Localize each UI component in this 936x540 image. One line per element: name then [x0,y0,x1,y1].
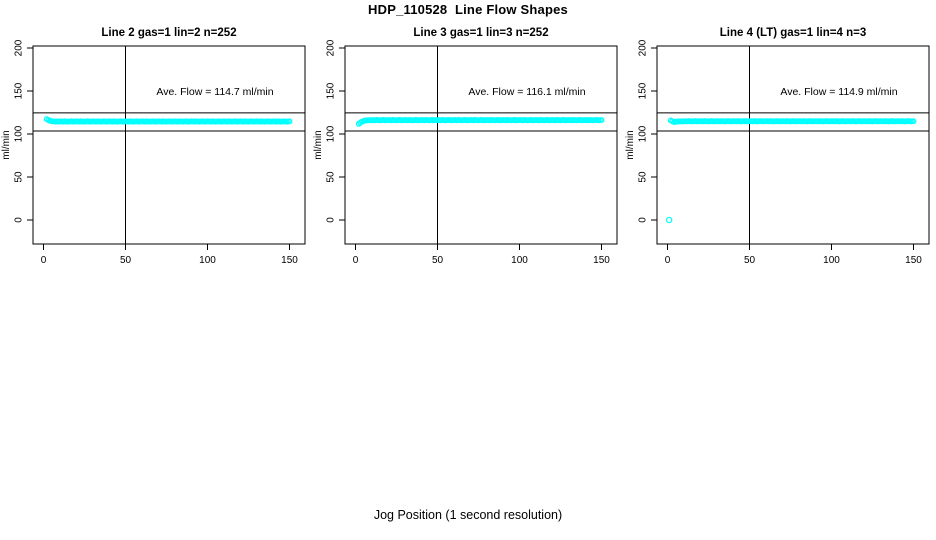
data-point [286,118,293,125]
x-axis-label: Jog Position (1 second resolution) [373,508,563,522]
x-tick-label: 0 [353,255,359,266]
ave-flow-annotation: Ave. Flow = 114.7 ml/min [156,86,273,98]
y-axis-label: ml/min [313,130,324,159]
series-line-3-flow [355,117,605,127]
y-tick-label: 50 [638,171,649,183]
x-tick-label: 100 [823,255,840,266]
data-point [598,117,605,124]
series-line-2-flow [43,116,293,125]
y-tick-label: 200 [326,39,337,56]
y-axis-label: ml/min [625,130,636,159]
x-tick-label: 150 [281,255,298,266]
y-tick-label: 200 [638,39,649,56]
y-axis: 0 50 100 150 200 [326,39,345,223]
x-tick-label: 50 [432,255,444,266]
outlier-point [665,216,673,224]
y-tick-label: 100 [326,125,337,142]
y-tick-label: 150 [638,82,649,99]
y-tick-label: 0 [326,217,337,223]
y-tick-label: 100 [638,125,649,142]
x-tick-label: 100 [199,255,216,266]
x-tick-label: 50 [120,255,132,266]
flow-panel-1: Line 2 gas=1 lin=2 n=252 Ave. Flow = 114.… [1,27,306,266]
ave-flow-annotation: Ave. Flow = 114.9 ml/min [780,86,897,98]
y-axis-label: ml/min [1,130,12,159]
plot-area [345,46,617,244]
flow-panel-2: Line 3 gas=1 lin=3 n=252 Ave. Flow = 116.… [313,27,618,266]
y-tick-label: 50 [326,171,337,183]
plot-box [344,45,618,245]
y-tick-label: 0 [14,217,25,223]
figure-title: HDP_110528 Line Flow Shapes [368,2,568,17]
y-tick-label: 200 [14,39,25,56]
x-tick-label: 100 [511,255,528,266]
x-axis: 0 50 100 150 [353,244,610,266]
panel-title: Line 3 gas=1 lin=3 n=252 [413,27,548,39]
y-tick-label: 50 [14,171,25,183]
panel-title: Line 2 gas=1 lin=2 n=252 [101,27,236,39]
x-tick-label: 150 [593,255,610,266]
x-tick-label: 150 [905,255,922,266]
panels-row: Line 2 gas=1 lin=2 n=252 Ave. Flow = 114.… [1,27,930,266]
panel-title: Line 4 (LT) gas=1 lin=4 n=3 [720,27,866,39]
y-axis: 0 50 100 150 200 [638,39,657,223]
y-tick-label: 0 [638,217,649,223]
y-tick-label: 150 [14,82,25,99]
x-tick-label: 0 [665,255,671,266]
plot-box [32,45,306,245]
y-tick-label: 150 [326,82,337,99]
flow-panel-3: Line 4 (LT) gas=1 lin=4 n=3 Ave. Flow = 1… [625,27,930,266]
y-tick-label: 100 [14,125,25,142]
plot-area [33,46,305,244]
plot-box [656,45,930,245]
plot-area [657,46,929,244]
y-axis: 0 50 100 150 200 [14,39,33,223]
x-tick-label: 0 [41,255,47,266]
x-axis: 0 50 100 150 [41,244,298,266]
x-axis: 0 50 100 150 [665,244,922,266]
ave-flow-annotation: Ave. Flow = 116.1 ml/min [468,86,585,98]
data-point [910,118,917,125]
x-tick-label: 50 [744,255,756,266]
series-line-4-flow [665,117,917,224]
